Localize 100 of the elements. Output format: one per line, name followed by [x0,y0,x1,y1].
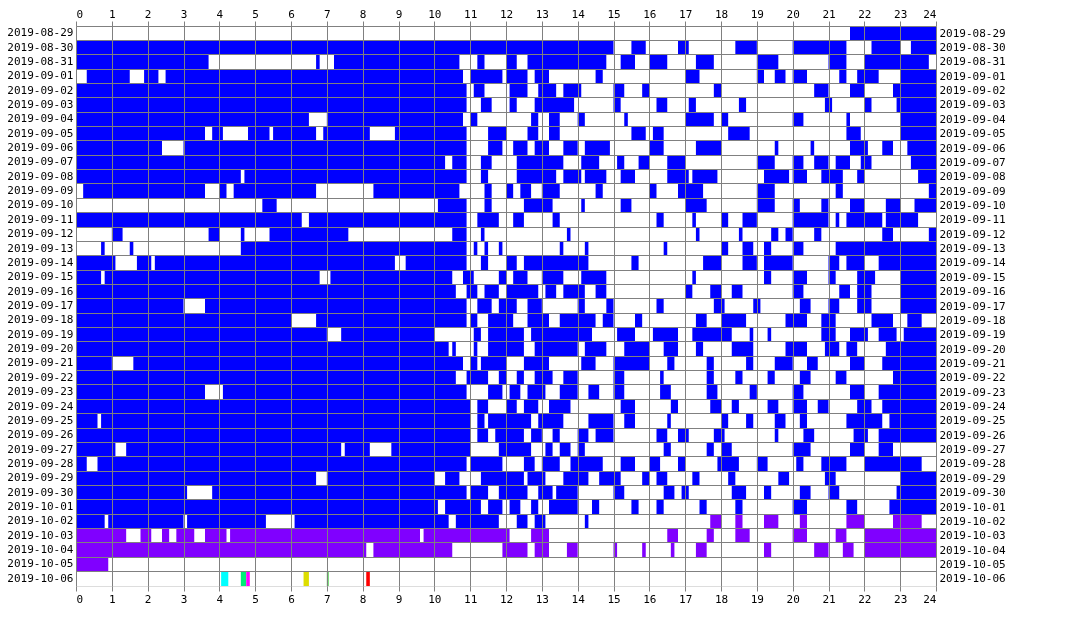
y2-tick-label: 2019-09-14 [939,256,1007,270]
x-tick-label: 15 [607,7,621,21]
x-tick-label: 1 [109,7,116,21]
x-tick-label: 2 [144,7,152,21]
x-tick-label: 7 [324,7,331,21]
y2-tick-label: 2019-08-29 [939,26,1006,40]
y-tick-label: 2019-09-25 [7,413,74,427]
y2-tick-label: 2019-09-11 [939,213,1006,227]
y2-tick-label: 2019-09-07 [939,155,1006,169]
y2-tick-label: 2019-10-06 [939,572,1006,586]
y-tick-label: 2019-10-04 [7,543,74,557]
y2-tick-label: 2019-09-23 [939,385,1006,399]
x2-tick-label: 19 [750,592,764,606]
x-tick-label: 17 [679,7,693,21]
x2-tick-label: 14 [571,592,586,606]
x-tick-label: 24 [923,7,937,21]
x2-tick-label: 10 [428,592,442,606]
y-tick-label: 2019-09-11 [7,212,74,226]
y-tick-label: 2019-10-01 [7,500,74,514]
y2-tick-label: 2019-10-01 [939,500,1006,514]
y2-tick-label: 2019-09-17 [939,299,1006,313]
x2-tick-label: 1 [109,592,116,606]
y2-tick-label: 2019-09-19 [939,328,1006,342]
y2-tick-label: 2019-09-25 [939,414,1006,428]
y2-tick-label: 2019-09-22 [939,371,1006,385]
x2-tick-label: 22 [858,592,872,606]
x2-tick-label: 2 [144,592,152,606]
x-tick-label: 16 [643,7,657,21]
x2-tick-label: 16 [643,592,657,606]
y-tick-label: 2019-09-15 [7,270,74,284]
y-tick-label: 2019-09-18 [7,313,74,327]
y2-tick-label: 2019-09-09 [939,184,1006,198]
y-tick-label: 2019-09-24 [7,399,74,413]
y2-tick-label: 2019-09-03 [939,98,1006,112]
y-tick-label: 2019-09-30 [7,485,74,499]
x2-tick-label: 24 [923,592,937,606]
y2-tick-label: 2019-09-05 [939,127,1006,141]
y2-tick-label: 2019-09-18 [939,313,1006,327]
x-tick-label: 10 [428,7,442,21]
y2-tick-label: 2019-09-13 [939,242,1006,256]
y2-tick-label: 2019-09-15 [939,270,1006,284]
y-tick-label: 2019-09-23 [7,385,74,399]
x-tick-label: 0 [76,7,84,21]
x-tick-label: 14 [571,7,586,21]
y2-tick-label: 2019-09-02 [939,84,1006,98]
x2-tick-label: 13 [535,592,549,606]
y-tick-label: 2019-09-22 [7,370,74,384]
y-tick-label: 2019-09-06 [7,141,74,155]
y2-tick-label: 2019-09-04 [939,112,1007,126]
y2-tick-label: 2019-09-26 [939,428,1006,442]
y-tick-label: 2019-09-19 [7,327,74,341]
x-tick-label: 19 [750,7,764,21]
x2-tick-label: 11 [464,592,478,606]
x2-tick-label: 3 [180,592,188,606]
y-tick-label: 2019-09-21 [7,356,74,370]
y-tick-label: 2019-09-02 [7,83,74,97]
y2-tick-label: 2019-09-24 [939,400,1007,414]
y-tick-label: 2019-09-20 [7,342,74,356]
y-tick-label: 2019-10-03 [7,528,74,542]
y2-tick-label: 2019-09-29 [939,471,1006,485]
x-tick-label: 18 [714,7,729,21]
x-tick-label: 6 [288,7,295,21]
y-tick-label: 2019-09-01 [7,69,74,83]
y-tick-label: 2019-09-17 [7,299,74,312]
y-tick-label: 2019-08-30 [7,40,74,54]
y2-tick-label: 2019-09-08 [939,170,1006,184]
y-tick-label: 2019-09-04 [7,112,74,126]
y-tick-label: 2019-10-06 [7,571,74,585]
x2-tick-label: 5 [252,592,259,606]
y-tick-label: 2019-09-10 [7,198,74,212]
x2-tick-label: 6 [288,592,295,606]
x-tick-label: 21 [822,7,836,21]
x2-tick-label: 20 [786,592,800,606]
x-tick-label: 11 [464,7,478,21]
x-tick-label: 4 [216,7,224,21]
x-tick-label: 22 [858,7,872,21]
y-tick-label: 2019-09-29 [7,471,74,485]
x-tick-label: 20 [786,7,800,21]
y2-tick-label: 2019-10-05 [939,557,1006,571]
y2-tick-label: 2019-09-06 [939,141,1006,155]
x2-tick-label: 15 [607,592,621,606]
y-tick-label: 2019-09-12 [7,227,74,241]
y2-tick-label: 2019-10-04 [939,543,1007,557]
y2-tick-label: 2019-10-03 [939,529,1006,543]
y-tick-label: 2019-09-13 [7,241,74,255]
y-tick-label: 2019-09-03 [7,97,74,111]
x2-tick-label: 17 [679,592,693,606]
y2-tick-label: 2019-08-30 [939,41,1006,55]
y-tick-label: 2019-08-31 [7,54,74,68]
y2-tick-label: 2019-09-30 [939,486,1006,500]
x2-tick-label: 12 [499,592,514,606]
y2-tick-label: 2019-08-31 [939,55,1006,69]
y2-tick-label: 2019-10-02 [939,514,1006,528]
x-tick-label: 13 [535,7,549,21]
x2-tick-label: 9 [395,592,403,606]
x-tick-label: 3 [180,7,188,21]
y2-tick-label: 2019-09-21 [939,356,1006,370]
y2-tick-label: 2019-09-12 [939,227,1006,241]
x-tick-label: 8 [359,7,367,21]
y2-tick-label: 2019-09-20 [939,342,1006,356]
